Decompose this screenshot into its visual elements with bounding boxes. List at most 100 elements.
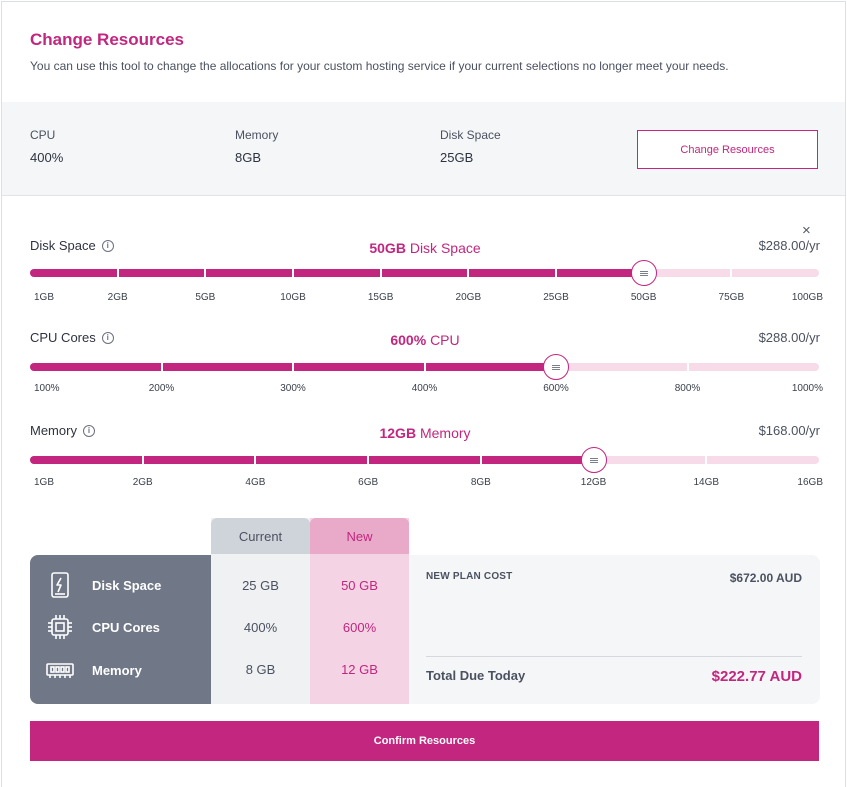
- disk-slider-track[interactable]: [30, 260, 819, 286]
- slider-tick: [254, 456, 257, 464]
- slider-tick-label[interactable]: 15GB: [367, 292, 394, 303]
- disk-slider-label-text: Disk Space: [30, 238, 96, 253]
- slider-tick-label[interactable]: 600%: [543, 383, 569, 394]
- summary-row-cpu: CPU Cores: [46, 613, 160, 641]
- slider-tick: [686, 363, 689, 371]
- slider-tick-label[interactable]: 200%: [148, 383, 175, 394]
- memory-selected: 12GB Memory: [30, 425, 820, 441]
- cpu-price: $288.00/yr: [758, 330, 820, 345]
- disk-selected-value: 50GB: [369, 240, 406, 256]
- summary-resource-names: Disk Space CPU Cores: [30, 555, 211, 704]
- slider-tick-label[interactable]: 100GB: [791, 292, 823, 303]
- memory-slider-label-text: Memory: [30, 423, 77, 438]
- close-icon[interactable]: ×: [802, 222, 811, 239]
- info-icon[interactable]: i: [101, 331, 114, 344]
- slider-tick-label[interactable]: 25GB: [543, 292, 569, 303]
- slider-tick-label[interactable]: 5GB: [195, 292, 216, 303]
- slider-tick-label[interactable]: 2GB: [132, 477, 153, 488]
- slider-tick-label[interactable]: 14GB: [693, 477, 720, 488]
- slider-tick: [730, 269, 733, 277]
- current-memory-cell: 8 GB: [245, 662, 276, 677]
- summary-memory-label: Memory: [92, 662, 142, 678]
- current-disk-cell: 25 GB: [242, 578, 279, 593]
- new-memory-cell: 12 GB: [341, 662, 378, 677]
- resource-summary: Disk Space CPU Cores: [30, 518, 820, 704]
- drag-handle-icon: [552, 364, 560, 370]
- summary-disk-label: Disk Space: [92, 577, 162, 593]
- disk-slider-handle[interactable]: [630, 260, 657, 286]
- new-disk-cell: 50 GB: [341, 578, 378, 593]
- slider-tick-label[interactable]: 400%: [411, 383, 438, 394]
- memory-selected-value: 12GB: [379, 425, 417, 441]
- cpu-slider-label: CPU Cores i: [30, 330, 114, 345]
- summary-cpu-label: CPU Cores: [92, 619, 160, 635]
- memory-slider-track[interactable]: [30, 447, 819, 473]
- cpu-icon: [48, 615, 72, 639]
- page-title: Change Resources: [30, 30, 184, 49]
- page-subtitle: You can use this tool to change the allo…: [30, 59, 729, 73]
- current-column-header: Current: [211, 518, 310, 554]
- new-cpu-cell: 600%: [342, 620, 377, 635]
- cpu-selected-value: 600%: [390, 332, 427, 348]
- summary-row-disk: Disk Space: [46, 571, 161, 599]
- current-memory: Memory 8GB: [235, 128, 278, 165]
- info-icon[interactable]: i: [101, 239, 114, 252]
- current-cpu-label: CPU: [30, 128, 56, 142]
- slider-tick: [292, 363, 294, 371]
- new-plan-cost-label: NEW PLAN COST: [426, 571, 513, 582]
- new-column-header: New: [310, 518, 409, 554]
- slider-tick-label[interactable]: 1GB: [34, 477, 55, 488]
- slider-tick-label[interactable]: 10GB: [280, 292, 306, 303]
- current-cpu-value: 400%: [30, 150, 64, 165]
- disk-slider-block: Disk Space i 50GB Disk Space $288.00/yr …: [30, 238, 823, 308]
- slider-tick: [204, 269, 207, 277]
- current-memory-value: 8GB: [235, 150, 262, 165]
- slider-tick: [423, 363, 426, 371]
- memory-selected-unit: Memory: [419, 425, 471, 441]
- slider-tick-label[interactable]: 20GB: [455, 292, 482, 303]
- slider-tick: [116, 269, 119, 277]
- current-cpu-cell: 400%: [243, 620, 278, 635]
- slider-tick-label[interactable]: 800%: [674, 383, 701, 394]
- summary-new-column: New 50 GB 600% 12 GB: [310, 518, 409, 704]
- memory-slider-block: Memory i 12GB Memory $168.00/yr 1GB 2GB 4G…: [30, 423, 823, 493]
- slider-tick: [555, 269, 557, 277]
- memory-slider-fill: [30, 456, 594, 464]
- memory-slider-label: Memory i: [30, 423, 95, 438]
- cost-panel: NEW PLAN COST $672.00 AUD Total Due Toda…: [409, 555, 820, 704]
- slider-tick-label[interactable]: 4GB: [245, 477, 266, 488]
- memory-price: $168.00/yr: [758, 423, 820, 438]
- cpu-slider-block: CPU Cores i 600% CPU $288.00/yr 100% 200%…: [30, 330, 823, 400]
- slider-tick-label[interactable]: 12GB: [580, 477, 607, 488]
- slider-tick-label[interactable]: 300%: [280, 383, 306, 394]
- disk-slider-label: Disk Space i: [30, 238, 114, 253]
- current-memory-label: Memory: [235, 128, 279, 142]
- cpu-slider-track[interactable]: [30, 354, 819, 380]
- slider-tick-label[interactable]: 75GB: [718, 292, 745, 303]
- slider-tick-label[interactable]: 50GB: [630, 292, 657, 303]
- drag-handle-icon: [589, 457, 598, 463]
- cpu-selected-unit: CPU: [430, 332, 460, 348]
- slider-tick: [379, 269, 382, 277]
- slider-tick-label[interactable]: 1GB: [34, 292, 55, 303]
- slider-tick-label[interactable]: 1000%: [791, 383, 823, 394]
- slider-tick-label[interactable]: 6GB: [358, 477, 379, 488]
- cost-divider: [426, 656, 802, 657]
- slider-tick-label[interactable]: 16GB: [797, 477, 823, 488]
- disk-slider-fill: [30, 269, 644, 277]
- info-icon[interactable]: i: [82, 424, 95, 437]
- slider-tick: [292, 269, 294, 277]
- current-cpu: CPU 400%: [30, 128, 63, 165]
- cpu-slider-handle[interactable]: [543, 354, 569, 380]
- slider-tick: [367, 456, 370, 464]
- current-resources-bar: CPU 400% Memory 8GB Disk Space 25GB Chan…: [2, 102, 845, 196]
- slider-tick: [705, 456, 708, 464]
- slider-tick-label[interactable]: 8GB: [470, 477, 491, 488]
- slider-tick-label[interactable]: 2GB: [107, 292, 128, 303]
- memory-slider-handle[interactable]: [580, 447, 607, 473]
- slider-tick-label[interactable]: 100%: [34, 383, 60, 394]
- confirm-resources-button[interactable]: Confirm Resources: [30, 721, 819, 761]
- current-disk-value: 25GB: [440, 150, 474, 165]
- change-resources-button[interactable]: Change Resources: [637, 130, 818, 169]
